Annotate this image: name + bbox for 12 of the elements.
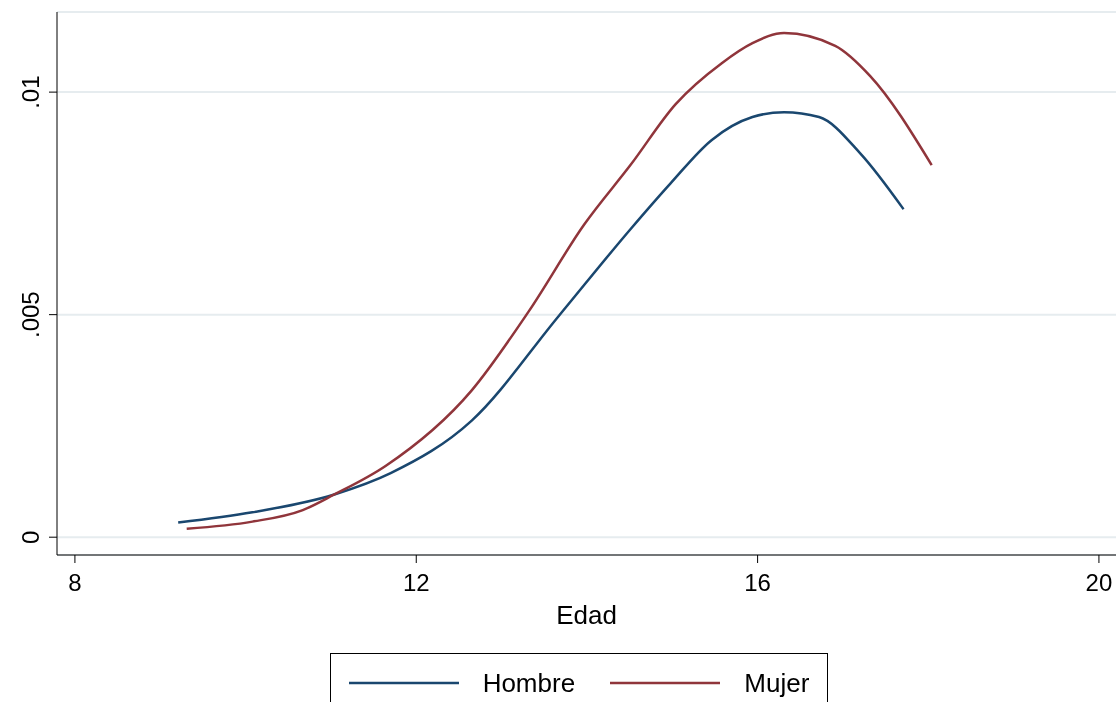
- y-tick-label: .005: [17, 291, 44, 339]
- x-tick-label: 20: [1085, 569, 1113, 596]
- x-tick-label: 12: [402, 569, 430, 596]
- line-series: [185, 31, 933, 530]
- y-tick-label: .01: [17, 75, 44, 109]
- legend-label: Mujer: [744, 667, 810, 699]
- y-tick-label: 0: [17, 530, 44, 544]
- line-series: [176, 110, 905, 524]
- legend-label: Hombre: [482, 667, 576, 699]
- x-tick-label: 16: [744, 569, 771, 596]
- x-axis-title: Edad: [556, 600, 617, 630]
- x-tick-label: 8: [68, 569, 82, 596]
